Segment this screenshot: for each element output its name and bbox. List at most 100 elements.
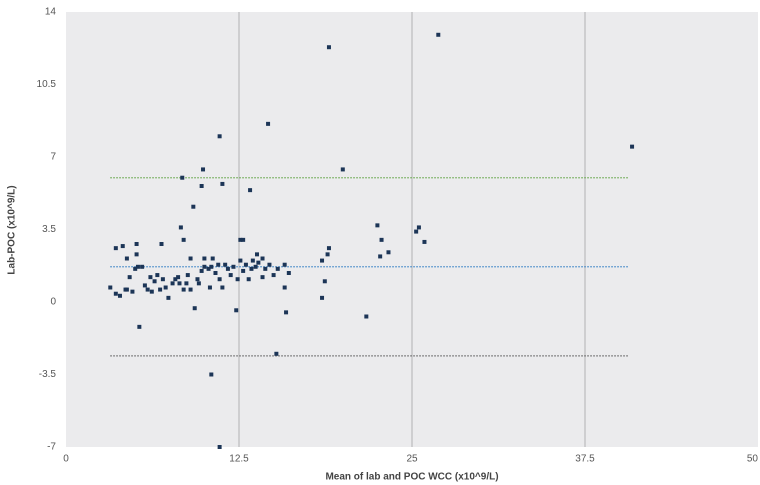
data-point bbox=[142, 283, 147, 288]
data-point bbox=[436, 32, 441, 37]
data-point bbox=[260, 275, 265, 280]
data-point bbox=[148, 275, 153, 280]
data-point bbox=[159, 242, 164, 246]
data-point bbox=[199, 184, 204, 188]
y-tick-label: 14 bbox=[45, 7, 57, 18]
data-point bbox=[185, 273, 190, 278]
data-point bbox=[166, 295, 171, 300]
data-point bbox=[134, 252, 139, 257]
data-point bbox=[181, 287, 186, 292]
data-point bbox=[108, 285, 113, 290]
data-point bbox=[177, 281, 182, 286]
data-point bbox=[326, 246, 331, 251]
data-point bbox=[326, 45, 331, 50]
x-axis-title: Mean of lab and POC WCC (x10^9/L) bbox=[325, 472, 498, 483]
data-point bbox=[217, 445, 222, 449]
data-point bbox=[137, 324, 142, 329]
x-tick-label: 37.5 bbox=[575, 454, 595, 465]
data-point bbox=[379, 237, 384, 242]
data-point bbox=[207, 285, 212, 290]
data-point bbox=[206, 266, 211, 271]
data-point bbox=[630, 144, 635, 149]
data-point bbox=[180, 175, 185, 180]
data-point bbox=[199, 268, 204, 273]
y-tick-label: -7 bbox=[47, 442, 56, 453]
data-point bbox=[238, 237, 243, 242]
data-point bbox=[140, 264, 145, 269]
data-point bbox=[235, 277, 240, 282]
data-point bbox=[134, 242, 139, 246]
data-point bbox=[158, 287, 163, 292]
data-point bbox=[266, 121, 271, 126]
data-point bbox=[152, 279, 157, 284]
data-point bbox=[246, 277, 251, 282]
data-point bbox=[184, 281, 189, 286]
data-point bbox=[320, 295, 325, 300]
data-point bbox=[320, 258, 325, 263]
data-point bbox=[256, 260, 261, 265]
data-point bbox=[127, 275, 132, 280]
x-tick-label: 25 bbox=[406, 454, 418, 465]
data-point bbox=[422, 239, 427, 244]
data-point bbox=[282, 262, 287, 267]
data-point bbox=[195, 277, 200, 282]
data-point bbox=[123, 287, 128, 292]
data-point bbox=[130, 289, 135, 294]
data-point bbox=[284, 310, 289, 315]
data-point bbox=[202, 264, 207, 269]
data-point bbox=[254, 252, 259, 257]
data-point bbox=[188, 287, 193, 292]
data-point bbox=[135, 264, 140, 269]
y-tick-label: 0 bbox=[50, 297, 56, 308]
x-tick-label: 50 bbox=[747, 454, 759, 465]
data-point bbox=[163, 285, 168, 290]
data-point bbox=[241, 268, 246, 273]
data-point bbox=[243, 262, 248, 267]
data-point bbox=[275, 266, 280, 271]
data-point bbox=[170, 281, 175, 286]
data-point bbox=[181, 237, 186, 242]
data-point bbox=[234, 308, 239, 313]
data-point bbox=[217, 134, 222, 139]
data-point bbox=[267, 262, 272, 267]
data-point bbox=[322, 279, 327, 284]
data-point bbox=[217, 277, 222, 282]
data-point bbox=[378, 254, 383, 259]
data-point bbox=[248, 188, 253, 193]
data-point bbox=[210, 256, 215, 261]
data-point bbox=[216, 262, 221, 267]
data-point bbox=[173, 277, 178, 282]
data-point bbox=[188, 256, 193, 261]
data-point bbox=[228, 273, 233, 278]
data-point bbox=[117, 293, 122, 298]
data-point bbox=[253, 264, 258, 269]
data-point bbox=[249, 266, 254, 271]
data-point bbox=[274, 351, 279, 356]
data-point bbox=[286, 271, 291, 275]
data-point bbox=[220, 285, 225, 290]
data-point bbox=[178, 225, 183, 230]
data-point bbox=[225, 266, 230, 271]
data-point bbox=[364, 314, 369, 319]
y-tick-label: 3.5 bbox=[42, 224, 56, 235]
data-point bbox=[113, 246, 118, 251]
data-point bbox=[260, 256, 265, 261]
data-point bbox=[133, 266, 138, 271]
data-point bbox=[231, 264, 236, 269]
data-point bbox=[325, 252, 330, 257]
data-point bbox=[124, 256, 129, 261]
data-point bbox=[375, 223, 380, 228]
y-tick-label: 7 bbox=[50, 152, 56, 163]
data-point bbox=[196, 281, 201, 286]
y-axis-title: Lab-POC (x10^9/L) bbox=[7, 185, 18, 274]
data-point bbox=[155, 273, 160, 278]
data-point bbox=[241, 237, 246, 242]
data-point bbox=[414, 229, 419, 234]
data-point bbox=[160, 277, 165, 282]
y-tick-label: 10.5 bbox=[37, 79, 57, 90]
data-point bbox=[263, 266, 268, 271]
data-point bbox=[176, 275, 181, 280]
data-point bbox=[340, 167, 345, 172]
data-point bbox=[149, 289, 154, 294]
